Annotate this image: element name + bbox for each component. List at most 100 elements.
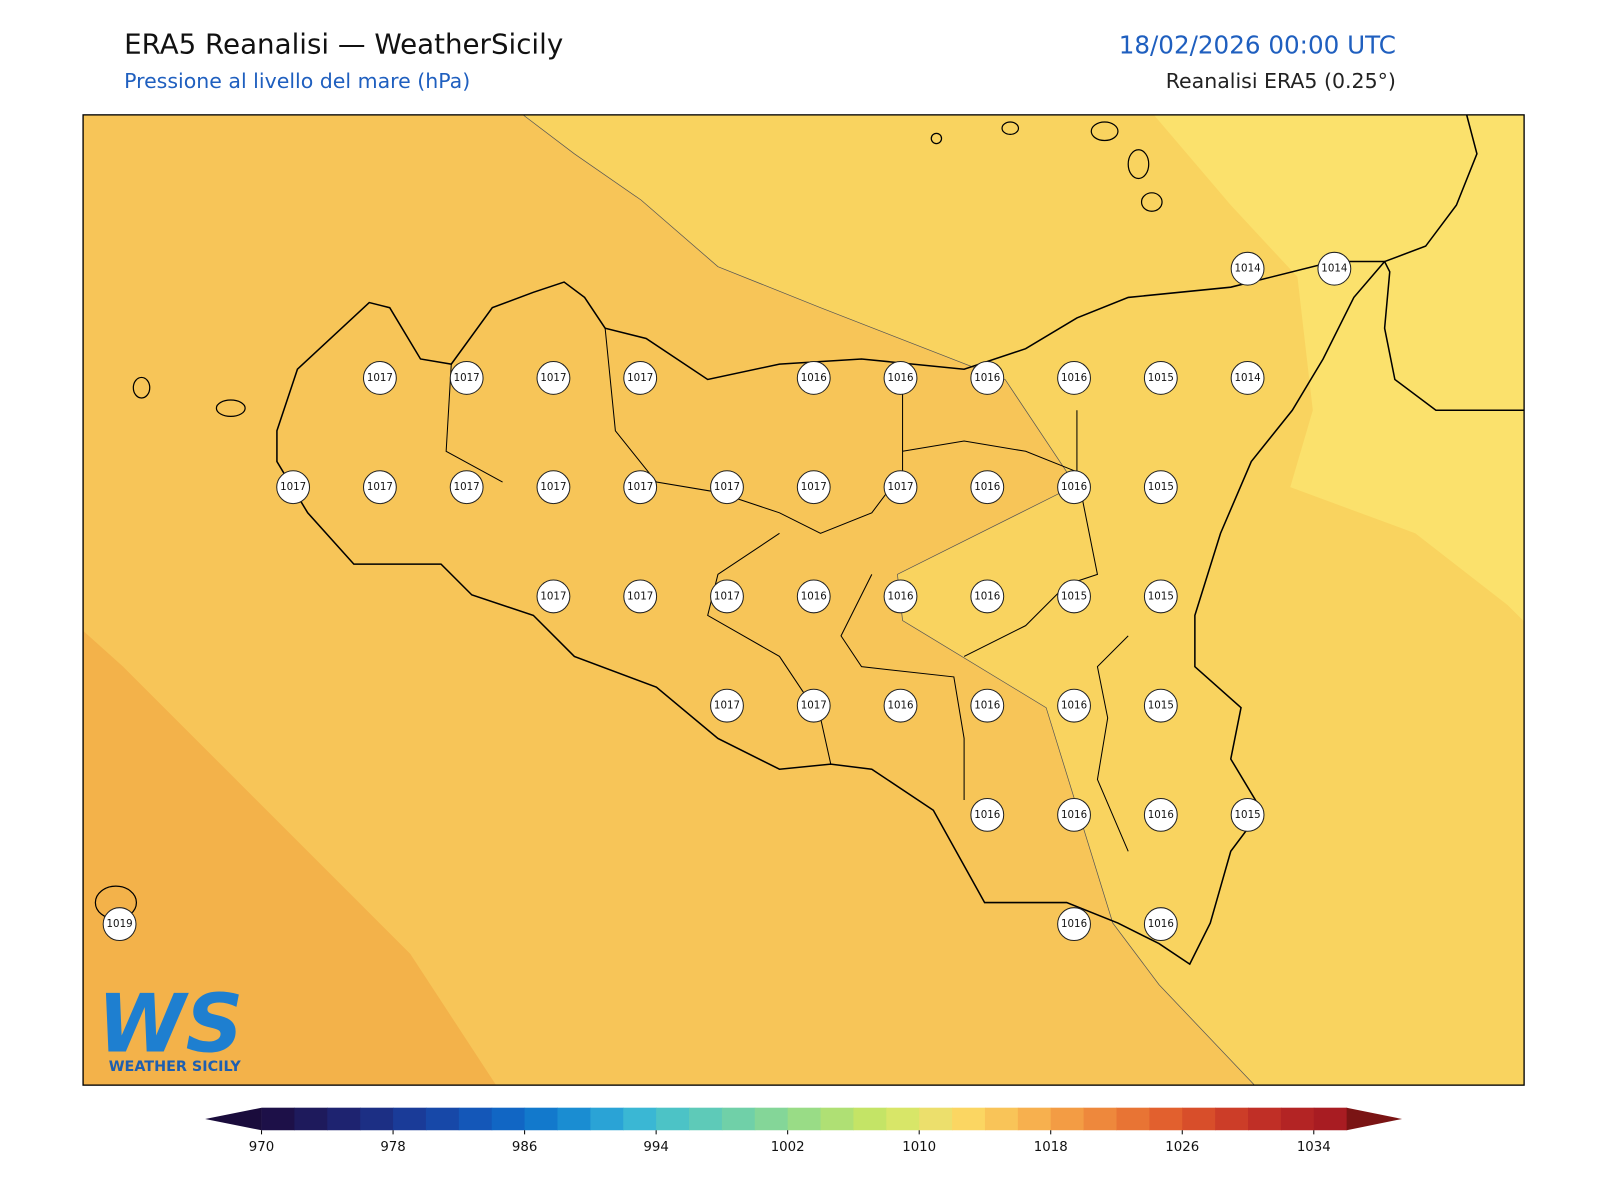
station-marker [1057, 361, 1091, 395]
station-value: 1017 [887, 481, 913, 493]
colorbar-tick-label: 1002 [771, 1140, 805, 1155]
map: 1014 1014 1017 1017 1017 1017 1016 1016 1016 1016… [82, 114, 1525, 1086]
colorbar-bin [1182, 1107, 1216, 1131]
colorbar-bin [1313, 1107, 1348, 1131]
colorbar-bin [820, 1107, 854, 1131]
station-marker [449, 470, 484, 505]
island [1140, 192, 1163, 212]
station-marker [102, 907, 137, 942]
colorbar-bin [919, 1107, 953, 1131]
colorbar-bin [721, 1107, 756, 1131]
station-marker [1143, 579, 1178, 614]
station-marker [883, 688, 918, 723]
station-marker [970, 797, 1005, 832]
station-value: 1016 [1148, 918, 1174, 930]
station-marker [970, 579, 1005, 614]
station-marker [796, 579, 831, 614]
station-marker [362, 470, 397, 505]
colorbar-bin [1017, 1107, 1052, 1131]
station-marker [710, 688, 744, 723]
station-value: 1015 [1148, 481, 1174, 493]
station-value: 1017 [801, 700, 827, 712]
colorbar-bin [787, 1107, 822, 1131]
station-value: 1016 [1061, 700, 1087, 712]
station-marker [796, 688, 831, 723]
source: Reanalisi ERA5 (0.25°) [1166, 69, 1396, 93]
station-value: 1015 [1148, 700, 1174, 712]
colorbar-bin [261, 1107, 295, 1131]
station-value: 1017 [627, 481, 653, 493]
station-value: 1015 [1061, 590, 1087, 602]
colorbar-bin [1149, 1107, 1183, 1131]
station-marker [883, 579, 918, 614]
pressure-field [1153, 114, 1525, 622]
station-value: 1016 [974, 372, 1000, 384]
coastline [1383, 114, 1525, 412]
title: ERA5 Reanalisi — WeatherSicily [124, 27, 563, 60]
station-value: 1017 [367, 372, 393, 384]
colorbar-bin [1116, 1107, 1150, 1131]
province-border [445, 328, 1129, 852]
station-value: 1016 [1061, 372, 1087, 384]
colorbar-bin [1280, 1107, 1315, 1131]
colorbar-bin [524, 1107, 558, 1131]
colorbar-extend [1346, 1107, 1403, 1131]
station-marker [1317, 251, 1352, 286]
colorbar-tick-label: 978 [380, 1140, 405, 1155]
station-value: 1015 [1235, 809, 1261, 821]
station-marker [536, 361, 571, 395]
station-value: 1015 [1148, 372, 1174, 384]
station-value: 1016 [887, 372, 913, 384]
station-value: 1016 [887, 590, 913, 602]
station-value: 1019 [107, 918, 133, 930]
colorbar-bin [689, 1107, 723, 1131]
colorbar-bin [1215, 1107, 1249, 1131]
station-value: 1016 [974, 700, 1000, 712]
subtitle: Pressione al livello del mare (hPa) [124, 69, 470, 93]
island [930, 132, 943, 145]
station-value: 1016 [1061, 481, 1087, 493]
colorbar-tick-label: 994 [643, 1140, 668, 1155]
colorbar: 970 978 986 994 1002 1010 1018 1026 1034 [205, 1107, 1403, 1155]
station-value: 1017 [627, 590, 653, 602]
station-marker [883, 470, 918, 505]
station-marker [796, 361, 831, 395]
station-value: 1017 [714, 590, 740, 602]
station-value: 1016 [1148, 809, 1174, 821]
station-marker [796, 470, 831, 505]
station-marker [970, 361, 1005, 395]
station-value: 1016 [801, 372, 827, 384]
colorbar-bin [327, 1107, 361, 1131]
station-marker [1143, 907, 1178, 942]
station-value: 1017 [627, 372, 653, 384]
logo: WS WEATHER SICILY [97, 977, 243, 1074]
colorbar-tick-label: 1018 [1034, 1140, 1068, 1155]
island [1001, 121, 1020, 135]
colorbar-bin [425, 1107, 460, 1131]
colorbar-tick-label: 1010 [902, 1140, 936, 1155]
station-marker [276, 470, 311, 505]
datetime: 18/02/2026 00:00 UTC [1119, 30, 1396, 59]
pressure-field [83, 630, 497, 1086]
station-marker [449, 361, 484, 395]
colorbar-tick-label: 1034 [1297, 1140, 1331, 1155]
station-marker [623, 361, 658, 395]
colorbar-bin [984, 1107, 1019, 1131]
island [1090, 121, 1119, 142]
station-value: 1017 [540, 372, 566, 384]
colorbar-tick-label: 986 [512, 1140, 537, 1155]
colorbar-bin [754, 1107, 789, 1131]
map-frame [82, 114, 1525, 1086]
station-value: 1014 [1235, 263, 1261, 275]
coastline [276, 260, 1387, 966]
station-marker [970, 688, 1005, 723]
station-marker [970, 470, 1005, 505]
station-marker [1057, 688, 1091, 723]
island [1127, 149, 1150, 180]
colorbar-bin [853, 1107, 887, 1131]
colorbar-bin [360, 1107, 394, 1131]
station-value: 1016 [1061, 918, 1087, 930]
station-marker [883, 361, 918, 395]
